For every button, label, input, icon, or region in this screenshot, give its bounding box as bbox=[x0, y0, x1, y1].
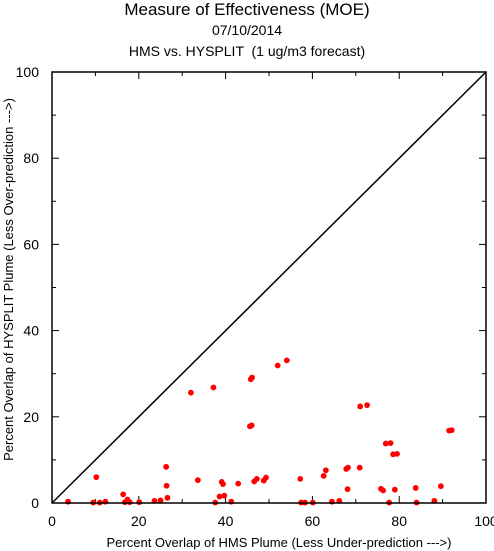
data-point bbox=[391, 486, 398, 493]
data-point bbox=[263, 474, 269, 481]
data-point bbox=[448, 427, 455, 434]
data-point bbox=[163, 482, 170, 489]
chart-date: 07/10/2014 bbox=[211, 22, 283, 38]
data-point bbox=[221, 492, 228, 499]
y-tick-label: 40 bbox=[23, 323, 39, 339]
x-tick-label: 100 bbox=[474, 513, 494, 529]
data-point bbox=[297, 475, 304, 482]
y-tick-label: 0 bbox=[31, 495, 39, 511]
x-tick-label: 40 bbox=[218, 513, 234, 529]
data-point bbox=[357, 403, 364, 410]
chart-subtitle: HMS vs. HYSPLIT (1 ug/m3 forecast) bbox=[128, 43, 366, 59]
data-point bbox=[364, 402, 370, 409]
data-point bbox=[380, 487, 387, 494]
data-point bbox=[322, 467, 329, 474]
x-tick-label: 80 bbox=[391, 513, 407, 529]
data-point bbox=[356, 464, 363, 471]
data-point bbox=[437, 483, 444, 490]
data-point bbox=[412, 485, 419, 491]
y-tick-label: 20 bbox=[23, 409, 39, 425]
data-points bbox=[65, 357, 455, 506]
y-tick-label: 60 bbox=[23, 236, 39, 252]
reference-diagonal-line bbox=[51, 71, 487, 504]
data-point bbox=[253, 475, 260, 482]
y-tick-label: 100 bbox=[16, 64, 40, 80]
data-point bbox=[382, 440, 389, 447]
data-point bbox=[394, 450, 400, 457]
data-point bbox=[164, 494, 171, 501]
plot-area-frame bbox=[51, 71, 487, 504]
data-point bbox=[187, 389, 194, 396]
data-point bbox=[320, 472, 327, 479]
x-tick-labels: 0 20 40 60 80 100 bbox=[48, 513, 494, 529]
data-point bbox=[345, 464, 351, 471]
data-point bbox=[283, 357, 290, 364]
data-point bbox=[274, 362, 281, 369]
data-point bbox=[387, 440, 394, 446]
data-point bbox=[235, 480, 242, 487]
data-point bbox=[210, 384, 217, 391]
data-point bbox=[120, 491, 127, 498]
y-axis-label: Percent Overlap of HYSPLIT Plume (Less O… bbox=[1, 98, 16, 461]
data-point bbox=[93, 474, 100, 481]
data-point bbox=[220, 481, 226, 487]
y-tick-label: 80 bbox=[23, 150, 39, 166]
y-tick-labels: 0 20 40 60 80 100 bbox=[16, 64, 40, 511]
chart-title: Measure of Effectiveness (MOE) bbox=[124, 0, 370, 19]
x-tick-label: 20 bbox=[131, 513, 147, 529]
data-point bbox=[248, 422, 255, 429]
data-point bbox=[136, 499, 143, 506]
x-tick-label: 0 bbox=[48, 513, 56, 529]
data-point bbox=[249, 374, 255, 381]
data-point bbox=[163, 463, 170, 470]
data-point bbox=[194, 477, 201, 484]
data-point bbox=[157, 497, 164, 504]
x-axis-label: Percent Overlap of HMS Plume (Less Under… bbox=[107, 535, 452, 550]
data-point bbox=[344, 486, 351, 493]
x-tick-label: 60 bbox=[305, 513, 321, 529]
data-point bbox=[126, 499, 133, 506]
data-point bbox=[216, 493, 223, 500]
